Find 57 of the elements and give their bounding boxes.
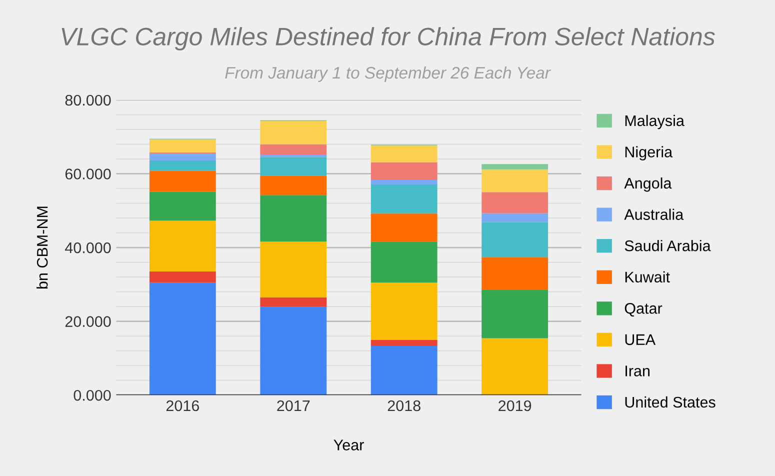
legend-label: Malaysia xyxy=(625,114,684,130)
x-tick-label: 2017 xyxy=(277,400,310,412)
bar xyxy=(482,213,548,222)
y-tick-label: 20.000 xyxy=(65,316,111,327)
chart-title: VLGC Cargo Miles Destined for China From Select Nations xyxy=(62,27,715,50)
bar xyxy=(149,170,216,192)
x-tick-label: 2018 xyxy=(388,400,420,412)
legend-label: Saudi Arabia xyxy=(624,240,711,252)
legend-label: Angola xyxy=(624,177,672,192)
legend-label: Qatar xyxy=(624,302,662,317)
bar xyxy=(370,340,438,346)
bar xyxy=(482,290,548,338)
bar xyxy=(370,282,438,340)
bar xyxy=(260,242,327,298)
y-tick-label: 80.000 xyxy=(65,94,111,106)
bar xyxy=(149,154,216,160)
bar xyxy=(482,164,548,170)
bar xyxy=(370,213,438,242)
bar xyxy=(370,184,438,214)
bar xyxy=(370,145,438,162)
y-tick-label: 40.000 xyxy=(65,242,111,254)
bar xyxy=(482,169,548,192)
bar xyxy=(260,176,327,196)
y-tick-label: 0.000 xyxy=(74,390,111,401)
legend-label: Nigeria xyxy=(625,146,673,160)
bar xyxy=(370,346,438,396)
y-axis-title: bn CBM-NM xyxy=(36,206,48,289)
bar xyxy=(149,192,216,221)
bar xyxy=(482,192,548,214)
bar xyxy=(149,139,216,152)
bar xyxy=(260,306,327,396)
x-axis-title: Year xyxy=(334,440,364,450)
y-tick-label: 60.000 xyxy=(65,168,111,180)
bar xyxy=(370,242,438,283)
bar xyxy=(149,220,216,272)
bar xyxy=(260,195,327,242)
bar xyxy=(370,180,438,184)
legend-label: Kuwait xyxy=(625,271,670,283)
x-tick-label: 2019 xyxy=(498,400,532,412)
chart-subtitle: From January 1 to September 26 Each Year xyxy=(225,66,551,82)
bar xyxy=(260,297,327,307)
legend-label: United States xyxy=(625,396,716,408)
legend-label: Iran xyxy=(626,366,650,376)
legend-label: UEA xyxy=(625,334,656,346)
bar xyxy=(149,282,216,396)
bar xyxy=(482,257,548,290)
bar xyxy=(260,120,327,144)
bar xyxy=(260,154,327,158)
bar xyxy=(482,222,548,258)
legend-label: Australia xyxy=(624,208,684,220)
bar xyxy=(149,272,216,283)
bar xyxy=(149,160,216,171)
bar xyxy=(370,162,438,180)
bar xyxy=(482,338,548,396)
bar xyxy=(260,144,327,155)
bar xyxy=(260,157,327,176)
x-tick-label: 2016 xyxy=(166,400,199,412)
